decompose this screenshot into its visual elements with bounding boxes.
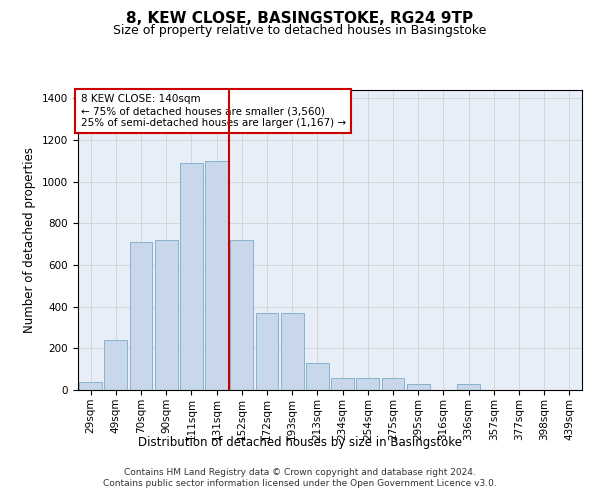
- Text: Contains HM Land Registry data © Crown copyright and database right 2024.
Contai: Contains HM Land Registry data © Crown c…: [103, 468, 497, 487]
- Bar: [281, 313, 304, 390]
- Bar: [104, 340, 127, 390]
- Bar: [230, 240, 253, 390]
- Bar: [205, 161, 228, 390]
- Y-axis label: Number of detached properties: Number of detached properties: [23, 147, 37, 333]
- Bar: [382, 378, 404, 390]
- Bar: [79, 382, 102, 390]
- Bar: [306, 363, 329, 390]
- Bar: [130, 242, 152, 390]
- Bar: [457, 384, 480, 390]
- Bar: [180, 163, 203, 390]
- Bar: [407, 384, 430, 390]
- Text: 8, KEW CLOSE, BASINGSTOKE, RG24 9TP: 8, KEW CLOSE, BASINGSTOKE, RG24 9TP: [127, 11, 473, 26]
- Text: Size of property relative to detached houses in Basingstoke: Size of property relative to detached ho…: [113, 24, 487, 37]
- Bar: [256, 313, 278, 390]
- Bar: [331, 378, 354, 390]
- Bar: [356, 378, 379, 390]
- Bar: [155, 240, 178, 390]
- Text: 8 KEW CLOSE: 140sqm
← 75% of detached houses are smaller (3,560)
25% of semi-det: 8 KEW CLOSE: 140sqm ← 75% of detached ho…: [80, 94, 346, 128]
- Text: Distribution of detached houses by size in Basingstoke: Distribution of detached houses by size …: [138, 436, 462, 449]
